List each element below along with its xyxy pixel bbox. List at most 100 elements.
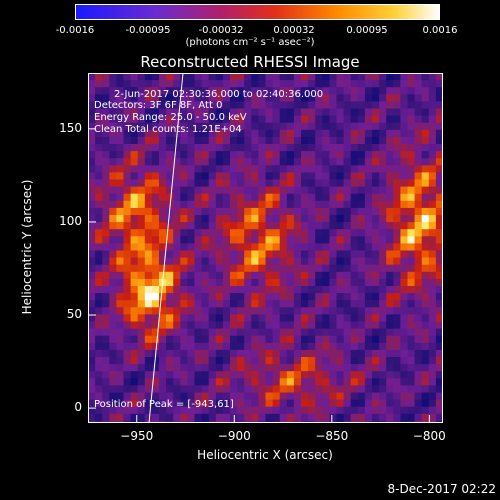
heatmap-cell <box>180 236 188 244</box>
heatmap-cell <box>151 222 160 230</box>
heatmap-cell <box>102 186 110 195</box>
heatmap-cell <box>194 151 202 159</box>
heatmap-cell <box>194 80 202 88</box>
heatmap-cell <box>201 293 210 301</box>
heatmap-cell <box>336 144 344 152</box>
heatmap-cell <box>137 420 146 423</box>
heatmap-cell <box>265 271 273 280</box>
heatmap-cell <box>144 314 153 322</box>
heatmap-cell <box>180 144 188 152</box>
heatmap-cell <box>272 357 281 365</box>
heatmap-cell <box>293 314 302 322</box>
heatmap-cell <box>251 314 259 322</box>
heatmap-cell <box>286 321 295 329</box>
heatmap-cell <box>123 243 131 251</box>
heatmap-cell <box>88 278 96 287</box>
heatmap-cell <box>116 364 124 372</box>
heatmap-cell <box>95 357 103 365</box>
heatmap-cell <box>435 321 443 329</box>
heatmap-cell <box>201 413 210 422</box>
heatmap-cell <box>151 186 160 195</box>
heatmap-cell <box>379 222 387 230</box>
heatmap-cell <box>244 80 252 88</box>
heatmap-cell <box>414 342 423 351</box>
heatmap-cell <box>166 250 174 258</box>
heatmap-cell <box>130 314 139 322</box>
heatmap-cell <box>102 144 110 152</box>
heatmap-cell <box>308 286 316 294</box>
heatmap-cell <box>421 278 430 287</box>
heatmap-cell <box>343 286 352 294</box>
heatmap-cell <box>230 179 238 187</box>
heatmap-cell <box>343 243 352 251</box>
heatmap-cell <box>329 335 337 344</box>
heatmap-cell <box>364 151 373 159</box>
heatmap-cell <box>144 158 153 166</box>
heatmap-cell <box>414 335 423 344</box>
heatmap-cell <box>421 236 430 244</box>
heatmap-cell <box>251 392 259 400</box>
heatmap-cell <box>279 101 288 109</box>
heatmap-cell <box>208 271 217 280</box>
heatmap-cell <box>329 357 337 365</box>
heatmap-cell <box>251 378 259 386</box>
heatmap-cell <box>322 264 330 273</box>
heatmap-cell <box>230 385 238 393</box>
heatmap-cell <box>301 364 309 372</box>
heatmap-cell <box>393 364 401 372</box>
heatmap-cell <box>244 257 252 266</box>
heatmap-cell <box>109 357 117 365</box>
heatmap-cell <box>322 129 330 138</box>
heatmap-cell <box>272 300 281 308</box>
heatmap-cell <box>88 307 96 315</box>
heatmap-cell <box>116 286 124 294</box>
heatmap-cell <box>308 215 316 223</box>
heatmap-cell <box>109 364 117 372</box>
heatmap-cell <box>159 122 167 131</box>
heatmap-cell <box>293 236 302 244</box>
heatmap-cell <box>393 151 401 159</box>
heatmap-cell <box>428 222 437 230</box>
heatmap-cell <box>230 144 238 152</box>
heatmap-cell <box>116 129 124 138</box>
heatmap-cell <box>364 413 373 422</box>
heatmap-cell <box>244 300 252 308</box>
heatmap-cell <box>95 207 103 216</box>
heatmap-cell <box>322 172 330 180</box>
heatmap-cell <box>435 186 443 195</box>
heatmap-cell <box>421 186 430 195</box>
heatmap-cell <box>421 371 430 379</box>
heatmap-cell <box>230 243 238 251</box>
heatmap-cell <box>237 257 245 266</box>
heatmap-cell <box>357 215 366 223</box>
heatmap-cell <box>279 342 288 351</box>
heatmap-cell <box>357 420 366 423</box>
heatmap-cell <box>173 222 181 230</box>
heatmap-cell <box>372 335 380 344</box>
heatmap-cell <box>421 193 430 202</box>
heatmap-cell <box>109 406 117 415</box>
heatmap-cell <box>137 349 146 358</box>
heatmap-cell <box>258 335 266 344</box>
heatmap-cell <box>293 200 302 209</box>
heatmap-cell <box>265 186 273 195</box>
heatmap-cell <box>180 73 188 81</box>
heatmap-cell <box>187 406 195 415</box>
heatmap-cell <box>88 222 96 230</box>
axes <box>88 128 430 423</box>
heatmap-cell <box>123 378 131 386</box>
heatmap-cell <box>159 335 167 344</box>
heatmap-cell <box>187 264 195 273</box>
heatmap-cell <box>393 314 401 322</box>
heatmap-cell <box>137 151 146 159</box>
heatmap-cell <box>237 278 245 287</box>
heatmap-cell <box>435 200 443 209</box>
heatmap-cell <box>372 80 380 88</box>
heatmap-cell <box>102 87 110 95</box>
heatmap-cell <box>308 364 316 372</box>
heatmap-cell <box>144 229 153 237</box>
heatmap-cell <box>258 122 266 131</box>
heatmap-cell <box>88 179 96 187</box>
heatmap-cell <box>322 158 330 166</box>
footer-timestamp: 8-Dec-2017 02:22 <box>387 482 496 496</box>
